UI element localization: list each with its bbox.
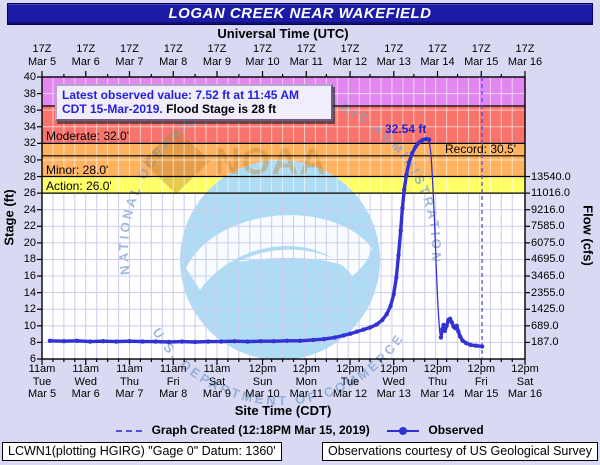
- station-info-box: LCWN1(plotting HGIRG) "Gage 0" Datum: 13…: [2, 442, 282, 461]
- observed-trace-rise: [48, 137, 431, 344]
- observed-trace-rise-markers: [47, 136, 432, 345]
- noaa-diamond-watermark: [142, 128, 210, 194]
- latest-observed-info-box: Latest observed value: 7.52 ft at 11:45 …: [55, 84, 333, 121]
- noaa-text-watermark: NOAA: [214, 141, 327, 182]
- bottom-axis-title: Site Time (CDT): [234, 403, 332, 418]
- graph-created-label: Graph Created (12:18PM Mar 15, 2019): [151, 423, 370, 437]
- latest-observed-date: CDT 15-Mar-2019.: [62, 102, 163, 116]
- observed-line-swatch: [387, 426, 420, 435]
- moderate-flood-label: Moderate: 32.0': [46, 129, 130, 144]
- action-stage-label: Action: 26.0': [46, 179, 112, 194]
- top-axis-title: Universal Time (UTC): [217, 26, 349, 41]
- left-axis-title: Stage (ft): [1, 189, 17, 246]
- observed-falling-limb: [428, 139, 442, 338]
- observations-credit-box: Observations courtesy of US Geological S…: [321, 442, 598, 461]
- minor-flood-label: Minor: 28.0': [46, 162, 109, 177]
- plot-border: [41, 76, 526, 360]
- noaa-logo-swoosh: [186, 215, 372, 290]
- observed-label: Observed: [428, 423, 484, 437]
- peak-value-label: 32.54 ft: [385, 121, 427, 136]
- right-axis-title: Flow (cfs): [580, 205, 596, 266]
- flood-stage-note: Flood Stage is 28 ft: [166, 102, 277, 116]
- observed-trace-recession-markers: [438, 316, 485, 349]
- graph-created-line-swatch: [116, 429, 143, 432]
- plot-legend: Graph Created (12:18PM Mar 15, 2019) Obs…: [0, 423, 600, 439]
- noaa-logo-gull: [238, 249, 346, 266]
- latest-observed-line1: Latest observed value: 7.52 ft at 11:45 …: [62, 88, 299, 102]
- record-stage-label: Record: 30.5': [445, 141, 516, 156]
- page-title: LOGAN CREEK NEAR WAKEFIELD: [7, 3, 593, 25]
- axis-ticks: [37, 71, 530, 365]
